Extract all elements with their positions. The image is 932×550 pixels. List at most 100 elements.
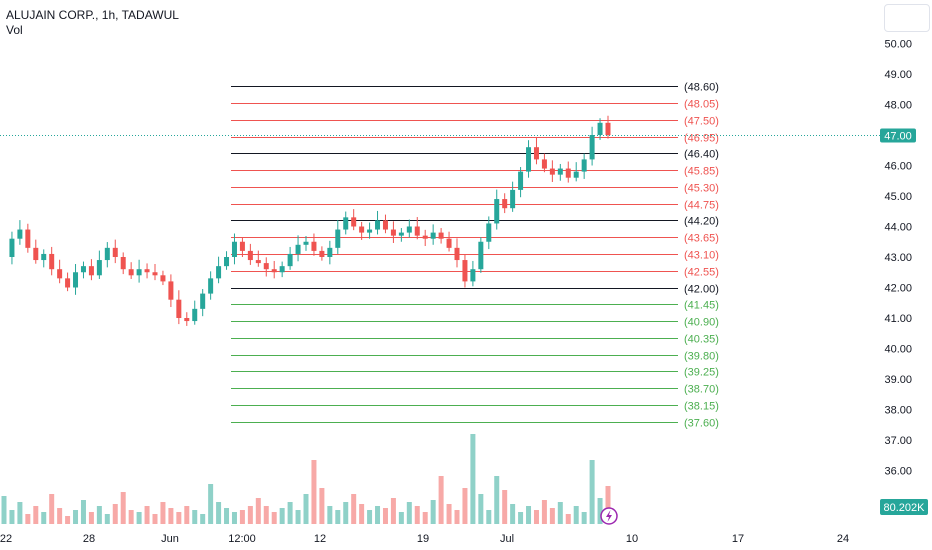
volume-bar: [573, 506, 579, 524]
x-tick-label: 10: [626, 533, 638, 545]
price-axis[interactable]: 50.00 49.00 48.00 47.00 46.00 45.00 44.00 43.00…: [884, 39, 912, 478]
candle-body: [597, 122, 603, 135]
candle-body: [136, 269, 142, 276]
candle-body: [446, 238, 452, 248]
volume-bar: [335, 510, 341, 524]
candle-body: [41, 253, 47, 261]
volume-bar: [295, 510, 301, 524]
volume-bar: [502, 490, 508, 524]
level-lines: (48.60) (48.05) (47.50) (46.95) (46.40) (45.8…: [231, 82, 719, 430]
volume-bar: [343, 502, 349, 524]
candle-body: [351, 217, 357, 227]
candle-body: [573, 171, 579, 178]
volume-bar: [375, 506, 381, 524]
level-label: (45.85): [684, 166, 719, 178]
time-axis[interactable]: 22 28 Jun 12:00 12 19 Jul 10 17 24: [0, 533, 849, 545]
last-price-badge-bg: [880, 128, 916, 143]
level-label: (43.65): [684, 233, 719, 245]
volume-bar: [49, 494, 55, 524]
volume-bar: [120, 492, 126, 524]
candle-body: [327, 247, 333, 257]
candle-body: [287, 253, 293, 267]
level-label: (45.30): [684, 183, 719, 195]
volume-bar: [557, 502, 563, 524]
flash-icon[interactable]: [600, 507, 618, 525]
candle-body: [216, 266, 222, 279]
x-tick-label: 19: [417, 533, 429, 545]
candle-body: [319, 250, 325, 257]
x-tick-label: Jul: [500, 533, 514, 545]
volume-bar: [287, 502, 293, 524]
volume-bar: [168, 508, 174, 524]
volume-bar: [303, 494, 309, 524]
candle-body: [9, 238, 15, 257]
candle-body: [96, 260, 102, 276]
volume-bar: [80, 500, 86, 524]
volume-badge-bg: [880, 499, 928, 515]
volume-bar: [541, 500, 547, 524]
volume-bar: [327, 506, 333, 524]
candle-body: [398, 232, 404, 236]
candle-body: [581, 159, 587, 172]
candle-body: [526, 147, 532, 172]
candle-body: [112, 247, 118, 257]
y-tick-label: 43.00: [884, 252, 912, 264]
candle-body: [176, 299, 182, 318]
volume-bar: [319, 488, 325, 524]
candle-body: [557, 168, 563, 175]
level-label: (40.35): [684, 334, 719, 346]
volume-bar: [33, 506, 39, 524]
candle-body: [144, 269, 150, 273]
volume-bar: [526, 506, 532, 524]
level-label: (39.25): [684, 367, 719, 379]
candle-body: [454, 247, 460, 261]
volume-bar: [414, 506, 420, 524]
candle-body: [533, 147, 539, 160]
candle-body: [17, 229, 23, 239]
symbol-title[interactable]: ALUJAIN CORP., 1h, TADAWUL: [6, 8, 179, 22]
candle-body: [184, 318, 190, 322]
volume-bar: [533, 510, 539, 524]
volume-bar: [184, 506, 190, 524]
candle-body: [152, 272, 158, 276]
candle-body: [510, 189, 516, 209]
y-tick-label: 45.00: [884, 191, 912, 203]
candle-body: [375, 220, 381, 230]
candle-body: [200, 293, 206, 309]
volume-bar: [65, 516, 71, 524]
y-tick-label: 42.00: [884, 283, 912, 295]
volume-badge: 80.202K: [880, 499, 928, 515]
candle-body: [470, 269, 476, 282]
chart-settings-button[interactable]: [884, 4, 930, 32]
y-tick-label: 46.00: [884, 161, 912, 173]
candle-body: [494, 199, 500, 224]
volume-bar: [247, 506, 253, 524]
candle-body: [422, 235, 428, 239]
volume-bar: [231, 512, 237, 524]
candle-body: [192, 308, 198, 322]
volume-indicator-label[interactable]: Vol: [6, 23, 23, 37]
candle-body: [390, 229, 396, 236]
candle-body: [104, 247, 110, 261]
candle-body: [502, 199, 508, 209]
level-label: (48.05): [684, 99, 719, 111]
volume-bar: [144, 506, 150, 524]
volume-bar: [9, 510, 15, 524]
candle-body: [247, 250, 253, 261]
candle-body: [565, 168, 571, 178]
candle-body: [295, 244, 301, 254]
volume-bar: [200, 514, 206, 524]
level-label: (39.80): [684, 351, 719, 363]
volume-bar: [311, 460, 317, 524]
volume-bar: [470, 434, 476, 524]
candle-body: [438, 232, 444, 239]
y-tick-label: 44.00: [884, 222, 912, 234]
volume-bar: [494, 476, 500, 524]
level-label: (46.40): [684, 149, 719, 161]
candle-body: [263, 263, 269, 270]
y-tick-label: 48.00: [884, 100, 912, 112]
y-tick-label: 37.00: [884, 435, 912, 447]
volume-bar: [152, 514, 158, 524]
candle-body: [335, 229, 341, 248]
